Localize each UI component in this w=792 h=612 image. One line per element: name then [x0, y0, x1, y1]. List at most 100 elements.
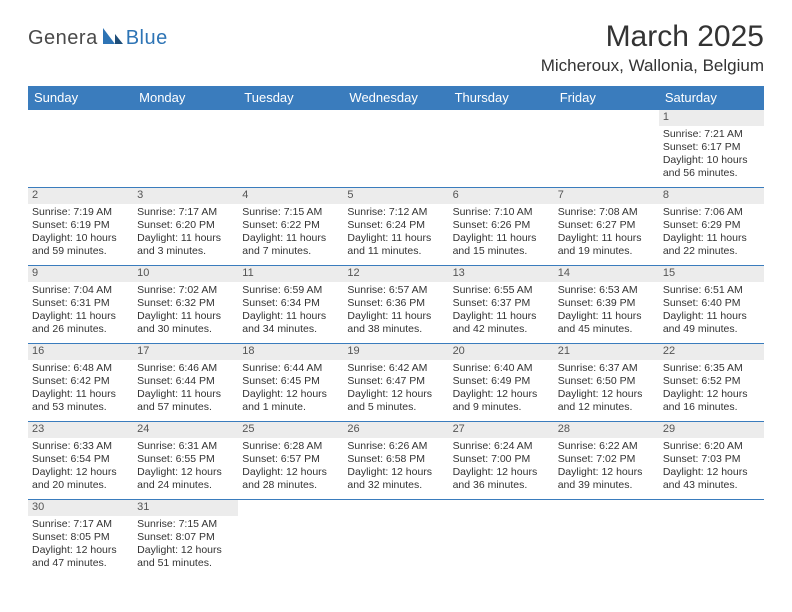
calendar-cell: 16Sunrise: 6:48 AMSunset: 6:42 PMDayligh… [28, 344, 133, 422]
cell-d1: Daylight: 11 hours [558, 232, 655, 245]
cell-sunset: Sunset: 6:32 PM [137, 297, 234, 310]
day-number: 9 [28, 266, 133, 282]
cell-d1: Daylight: 11 hours [558, 310, 655, 323]
calendar-cell: 29Sunrise: 6:20 AMSunset: 7:03 PMDayligh… [659, 422, 764, 500]
calendar-cell [449, 500, 554, 582]
cell-sunset: Sunset: 6:44 PM [137, 375, 234, 388]
cell-sunrise: Sunrise: 7:12 AM [347, 206, 444, 219]
cell-sunset: Sunset: 6:54 PM [32, 453, 129, 466]
cell-sunset: Sunset: 6:22 PM [242, 219, 339, 232]
cell-d1: Daylight: 12 hours [453, 388, 550, 401]
day-number: 26 [343, 422, 448, 438]
day-number: 2 [28, 188, 133, 204]
day-number: 19 [343, 344, 448, 360]
cell-d2: and 43 minutes. [663, 479, 760, 492]
calendar-cell: 13Sunrise: 6:55 AMSunset: 6:37 PMDayligh… [449, 266, 554, 344]
calendar-week: 16Sunrise: 6:48 AMSunset: 6:42 PMDayligh… [28, 344, 764, 422]
cell-d2: and 20 minutes. [32, 479, 129, 492]
calendar-cell: 6Sunrise: 7:10 AMSunset: 6:26 PMDaylight… [449, 188, 554, 266]
day-header: Monday [133, 86, 238, 110]
day-number: 22 [659, 344, 764, 360]
day-number: 16 [28, 344, 133, 360]
calendar-cell: 5Sunrise: 7:12 AMSunset: 6:24 PMDaylight… [343, 188, 448, 266]
cell-sunset: Sunset: 6:34 PM [242, 297, 339, 310]
cell-d1: Daylight: 11 hours [137, 232, 234, 245]
day-number: 30 [28, 500, 133, 516]
day-number: 1 [659, 110, 764, 126]
day-header: Thursday [449, 86, 554, 110]
cell-sunrise: Sunrise: 7:17 AM [137, 206, 234, 219]
day-number: 10 [133, 266, 238, 282]
cell-sunset: Sunset: 6:27 PM [558, 219, 655, 232]
cell-d1: Daylight: 11 hours [663, 232, 760, 245]
cell-d2: and 45 minutes. [558, 323, 655, 336]
calendar-cell [238, 110, 343, 188]
cell-sunrise: Sunrise: 7:19 AM [32, 206, 129, 219]
cell-sunrise: Sunrise: 6:51 AM [663, 284, 760, 297]
calendar-cell: 28Sunrise: 6:22 AMSunset: 7:02 PMDayligh… [554, 422, 659, 500]
cell-sunrise: Sunrise: 6:55 AM [453, 284, 550, 297]
day-number: 14 [554, 266, 659, 282]
day-number: 6 [449, 188, 554, 204]
cell-d2: and 24 minutes. [137, 479, 234, 492]
day-number: 3 [133, 188, 238, 204]
cell-d1: Daylight: 12 hours [453, 466, 550, 479]
cell-sunset: Sunset: 8:07 PM [137, 531, 234, 544]
cell-sunset: Sunset: 8:05 PM [32, 531, 129, 544]
cell-sunrise: Sunrise: 6:59 AM [242, 284, 339, 297]
cell-d2: and 15 minutes. [453, 245, 550, 258]
calendar-cell [449, 110, 554, 188]
cell-sunset: Sunset: 6:57 PM [242, 453, 339, 466]
cell-sunrise: Sunrise: 6:31 AM [137, 440, 234, 453]
cell-sunset: Sunset: 6:58 PM [347, 453, 444, 466]
calendar-cell: 3Sunrise: 7:17 AMSunset: 6:20 PMDaylight… [133, 188, 238, 266]
cell-d2: and 28 minutes. [242, 479, 339, 492]
cell-sunset: Sunset: 6:50 PM [558, 375, 655, 388]
calendar-cell [28, 110, 133, 188]
cell-d1: Daylight: 11 hours [32, 388, 129, 401]
cell-d2: and 26 minutes. [32, 323, 129, 336]
cell-d1: Daylight: 11 hours [137, 388, 234, 401]
cell-d1: Daylight: 11 hours [347, 310, 444, 323]
cell-sunrise: Sunrise: 7:06 AM [663, 206, 760, 219]
calendar-cell [133, 110, 238, 188]
day-header: Saturday [659, 86, 764, 110]
logo-sail-icon [101, 26, 123, 51]
calendar-cell: 27Sunrise: 6:24 AMSunset: 7:00 PMDayligh… [449, 422, 554, 500]
cell-sunrise: Sunrise: 6:37 AM [558, 362, 655, 375]
calendar-cell: 7Sunrise: 7:08 AMSunset: 6:27 PMDaylight… [554, 188, 659, 266]
cell-d2: and 59 minutes. [32, 245, 129, 258]
cell-sunset: Sunset: 6:17 PM [663, 141, 760, 154]
cell-d2: and 57 minutes. [137, 401, 234, 414]
cell-d2: and 3 minutes. [137, 245, 234, 258]
day-header: Friday [554, 86, 659, 110]
cell-d1: Daylight: 12 hours [242, 466, 339, 479]
cell-d1: Daylight: 11 hours [347, 232, 444, 245]
calendar-cell: 23Sunrise: 6:33 AMSunset: 6:54 PMDayligh… [28, 422, 133, 500]
day-number: 21 [554, 344, 659, 360]
calendar-cell: 4Sunrise: 7:15 AMSunset: 6:22 PMDaylight… [238, 188, 343, 266]
calendar-header-row: SundayMondayTuesdayWednesdayThursdayFrid… [28, 86, 764, 110]
day-number: 8 [659, 188, 764, 204]
day-number: 25 [238, 422, 343, 438]
logo-text-blue: Blue [126, 27, 168, 50]
calendar-cell: 10Sunrise: 7:02 AMSunset: 6:32 PMDayligh… [133, 266, 238, 344]
calendar-cell: 19Sunrise: 6:42 AMSunset: 6:47 PMDayligh… [343, 344, 448, 422]
cell-d1: Daylight: 12 hours [32, 544, 129, 557]
cell-sunrise: Sunrise: 7:15 AM [242, 206, 339, 219]
calendar-cell [343, 110, 448, 188]
calendar-cell: 11Sunrise: 6:59 AMSunset: 6:34 PMDayligh… [238, 266, 343, 344]
cell-sunrise: Sunrise: 6:57 AM [347, 284, 444, 297]
cell-sunset: Sunset: 6:19 PM [32, 219, 129, 232]
calendar-table: SundayMondayTuesdayWednesdayThursdayFrid… [28, 86, 764, 582]
cell-d1: Daylight: 10 hours [663, 154, 760, 167]
day-number: 11 [238, 266, 343, 282]
cell-sunset: Sunset: 7:02 PM [558, 453, 655, 466]
cell-sunset: Sunset: 6:55 PM [137, 453, 234, 466]
cell-d1: Daylight: 12 hours [663, 388, 760, 401]
cell-sunrise: Sunrise: 6:28 AM [242, 440, 339, 453]
day-header: Wednesday [343, 86, 448, 110]
calendar-cell: 26Sunrise: 6:26 AMSunset: 6:58 PMDayligh… [343, 422, 448, 500]
cell-sunrise: Sunrise: 6:44 AM [242, 362, 339, 375]
cell-d1: Daylight: 12 hours [32, 466, 129, 479]
